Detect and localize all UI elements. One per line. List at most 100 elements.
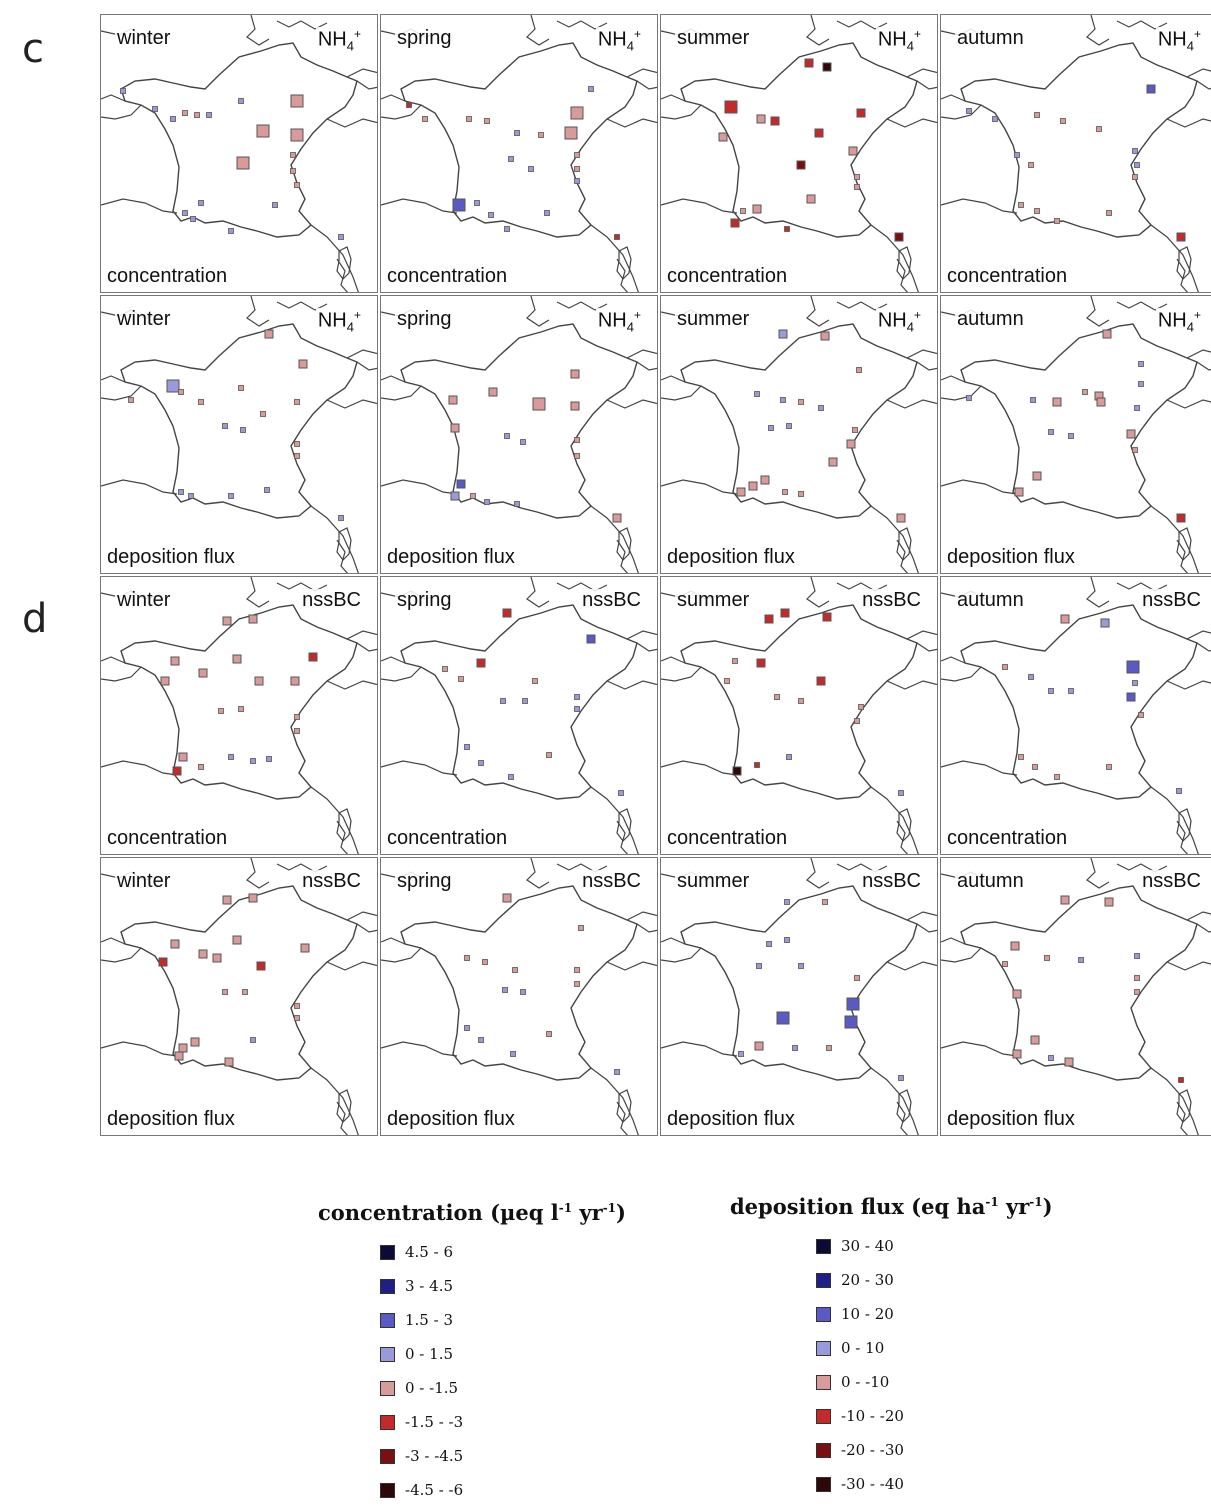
legend-swatch xyxy=(380,1414,395,1430)
border-line xyxy=(906,68,937,78)
station-marker xyxy=(732,766,742,776)
station-marker xyxy=(222,423,228,429)
legend-item: -10 - -20 xyxy=(816,1399,1053,1433)
station-marker xyxy=(450,491,460,501)
border-line xyxy=(896,820,909,854)
border-line xyxy=(336,820,349,854)
station-marker xyxy=(254,676,264,686)
station-marker xyxy=(264,487,270,493)
station-marker xyxy=(574,166,580,172)
station-marker xyxy=(206,112,212,118)
legend-swatch xyxy=(380,1346,395,1362)
station-marker xyxy=(738,1051,744,1057)
france-outline xyxy=(680,42,918,238)
border-line xyxy=(870,786,919,854)
season-label: winter xyxy=(115,27,173,50)
species-label: nssBC xyxy=(580,589,643,612)
season-label: summer xyxy=(675,27,752,50)
map-panel-spring-concentration-nh4: spring NH4+ concentration xyxy=(380,14,658,293)
station-marker xyxy=(338,515,344,521)
france-map xyxy=(101,858,377,1135)
section-label-c: c xyxy=(22,26,44,72)
station-marker xyxy=(510,1051,516,1057)
station-marker xyxy=(170,939,180,949)
border-line xyxy=(941,656,966,664)
border-line xyxy=(1086,858,1110,889)
station-marker xyxy=(452,198,466,212)
station-marker xyxy=(854,718,860,724)
corsica-outline xyxy=(1176,808,1192,842)
station-marker xyxy=(458,676,464,682)
station-marker xyxy=(1068,688,1074,694)
station-marker xyxy=(798,963,804,969)
station-marker xyxy=(242,989,248,995)
station-marker xyxy=(1096,126,1102,132)
legend-label: -10 - -20 xyxy=(841,1407,904,1425)
border-line xyxy=(526,858,550,889)
panel-type-label: concentration xyxy=(945,265,1070,288)
border-line xyxy=(941,375,966,383)
border-line xyxy=(346,68,377,78)
border-line xyxy=(896,539,909,573)
border-line xyxy=(310,786,359,854)
station-marker xyxy=(250,758,256,764)
station-marker xyxy=(776,1011,790,1025)
legend-swatch xyxy=(816,1476,831,1492)
border-line xyxy=(590,505,639,573)
border-line xyxy=(916,361,937,371)
border-line xyxy=(1196,642,1211,652)
season-label: summer xyxy=(675,308,752,331)
concentration-legend: concentration (µeq l-1 yr-1) 4.5 - 6 3 - … xyxy=(318,1200,626,1507)
station-marker xyxy=(514,501,520,507)
station-marker xyxy=(482,959,488,965)
station-marker xyxy=(1146,84,1156,94)
species-label: nssBC xyxy=(860,589,923,612)
station-marker xyxy=(290,676,300,686)
border-line xyxy=(1176,1101,1189,1135)
species-label: nssBC xyxy=(860,870,923,893)
panel-type-label: deposition flux xyxy=(105,1108,237,1131)
border-line xyxy=(616,820,629,854)
border-line xyxy=(101,198,178,214)
france-outline xyxy=(400,885,638,1081)
station-marker xyxy=(1126,692,1136,702)
station-marker xyxy=(212,953,222,963)
panel-type-label: concentration xyxy=(105,265,230,288)
corsica-outline xyxy=(336,246,352,280)
corsica-outline xyxy=(1176,1089,1192,1123)
border-line xyxy=(941,104,982,120)
border-line xyxy=(896,1101,909,1135)
border-line xyxy=(346,630,377,640)
border-line xyxy=(870,1067,919,1135)
species-label: NH4+ xyxy=(315,27,363,54)
station-marker xyxy=(792,1045,798,1051)
season-label: autumn xyxy=(955,308,1026,331)
map-panel-summer-deposition-nssbc: summer nssBC deposition flux xyxy=(660,857,938,1136)
station-marker xyxy=(1104,897,1114,907)
station-marker xyxy=(768,425,774,431)
legend-swatch xyxy=(380,1482,395,1498)
station-marker xyxy=(724,100,738,114)
border-line xyxy=(661,104,702,120)
station-marker xyxy=(294,441,300,447)
panel-type-label: concentration xyxy=(945,827,1070,850)
legend-label: 0 - 10 xyxy=(841,1339,885,1357)
border-line xyxy=(246,15,270,46)
france-outline xyxy=(120,323,358,519)
station-marker xyxy=(488,387,498,397)
station-marker xyxy=(1068,433,1074,439)
season-label: summer xyxy=(675,589,752,612)
station-marker xyxy=(222,616,232,626)
station-marker xyxy=(1060,614,1070,624)
station-marker xyxy=(228,493,234,499)
border-line xyxy=(526,15,550,46)
map-panel-summer-deposition-nh4: summer NH4+ deposition flux xyxy=(660,295,938,574)
station-marker xyxy=(182,210,188,216)
map-panel-winter-concentration-nssbc: winter nssBC concentration xyxy=(100,576,378,855)
france-outline xyxy=(960,42,1198,238)
border-line xyxy=(101,760,178,776)
station-marker xyxy=(260,411,266,417)
legend-label: 0 - -10 xyxy=(841,1373,890,1391)
station-marker xyxy=(1048,429,1054,435)
station-marker xyxy=(1032,471,1042,481)
